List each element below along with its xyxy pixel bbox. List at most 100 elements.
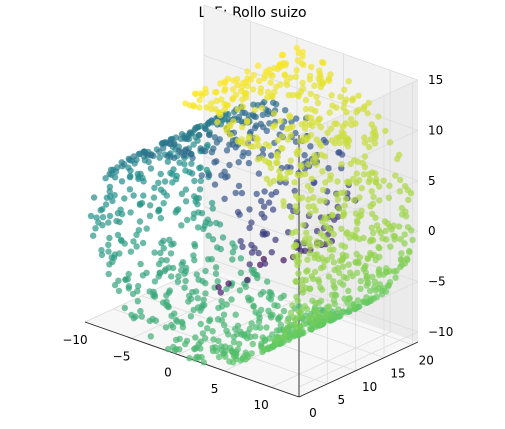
y-tick-label: 0 [309,406,317,420]
scatter-point [348,121,355,129]
scatter-point [222,353,229,360]
scatter-point [309,297,316,304]
scatter-point [151,278,159,285]
scatter-point [209,347,217,355]
y-tick-label: 20 [419,354,434,368]
scatter-point [278,144,285,152]
scatter-point [223,147,231,154]
scatter-point [168,273,175,280]
scatter-point [232,189,239,197]
scatter-point [245,149,252,157]
scatter-point [182,340,189,348]
scatter-point [285,91,292,99]
scatter-point [336,269,343,277]
scatter-point [333,191,341,198]
scatter-point [185,298,192,305]
scatter-point [136,218,144,225]
scatter-point [330,297,338,304]
scatter-point [298,281,306,288]
scatter-point [347,116,355,123]
scatter-point [114,210,122,217]
scatter-point [293,44,300,52]
scatter-point [234,208,242,216]
scatter-point [291,321,298,329]
scatter-point [157,186,165,193]
scatter-point [197,320,204,328]
scatter-point [252,113,259,121]
scatter-point [268,152,275,159]
scatter-point [339,212,346,220]
scatter-point [404,224,412,231]
scatter-point [134,170,141,178]
scatter-point [317,264,325,272]
scatter-point [242,283,249,291]
scatter-point [129,290,137,298]
scatter-point [158,239,165,247]
scatter-point [186,129,194,136]
scatter-point [369,273,376,280]
scatter-point [409,236,416,244]
scatter-point [231,244,238,251]
scatter-point [200,296,207,303]
scatter-point [305,203,312,210]
scatter-point [121,195,128,202]
scatter-point [306,76,314,83]
scatter-point [246,224,253,232]
scatter-point [257,261,264,268]
scatter-point [165,303,172,311]
scatter-point [353,109,360,116]
scatter-point [143,225,150,232]
scatter-point [353,250,360,258]
scatter-point [375,266,383,273]
scatter-point [363,282,370,289]
scatter-point [105,248,112,255]
scatter-point [125,155,132,162]
scatter-point [295,270,302,277]
scatter-point [347,269,354,276]
z-tick-label: −5 [428,275,446,289]
scatter-point [264,110,271,118]
scatter-point [379,235,386,242]
scatter-point [284,324,291,331]
scatter-point [246,261,253,268]
scatter-point [174,318,181,325]
scatter-point [367,249,374,257]
scatter-point [208,100,215,107]
scatter-point [106,183,114,191]
scatter-point [197,307,204,314]
scatter-point [308,63,315,71]
scatter-point [369,210,376,217]
scatter-point [98,246,105,254]
scatter-point [305,240,313,247]
scatter-point [246,206,253,213]
scatter-point [163,292,170,299]
scatter-point [282,175,289,182]
scatter-point [178,222,185,229]
scatter-point [192,90,199,97]
scatter-point [151,249,158,256]
scatter-point [354,269,361,276]
scatter-point [287,157,294,164]
scatter-point [200,225,207,233]
scatter-point [397,176,404,184]
y-axis-line [298,341,419,398]
scatter-point [118,178,126,185]
scatter-point [127,209,134,216]
scatter-point [263,175,270,183]
scatter-point [202,290,209,297]
scatter-point [302,96,310,104]
scatter-point [394,155,401,162]
scatter-point [373,222,381,229]
scatter-point [95,219,102,226]
scatter-point [294,171,301,179]
scatter-point [282,107,289,114]
scatter-point [353,226,360,233]
scatter-point [401,240,408,247]
grid-line [298,130,419,186]
scatter-point [161,178,169,185]
scatter-point [280,307,288,315]
scatter-point [371,278,379,285]
scatter-point [102,175,109,182]
scatter-point [196,186,204,193]
scatter-point [372,134,379,142]
